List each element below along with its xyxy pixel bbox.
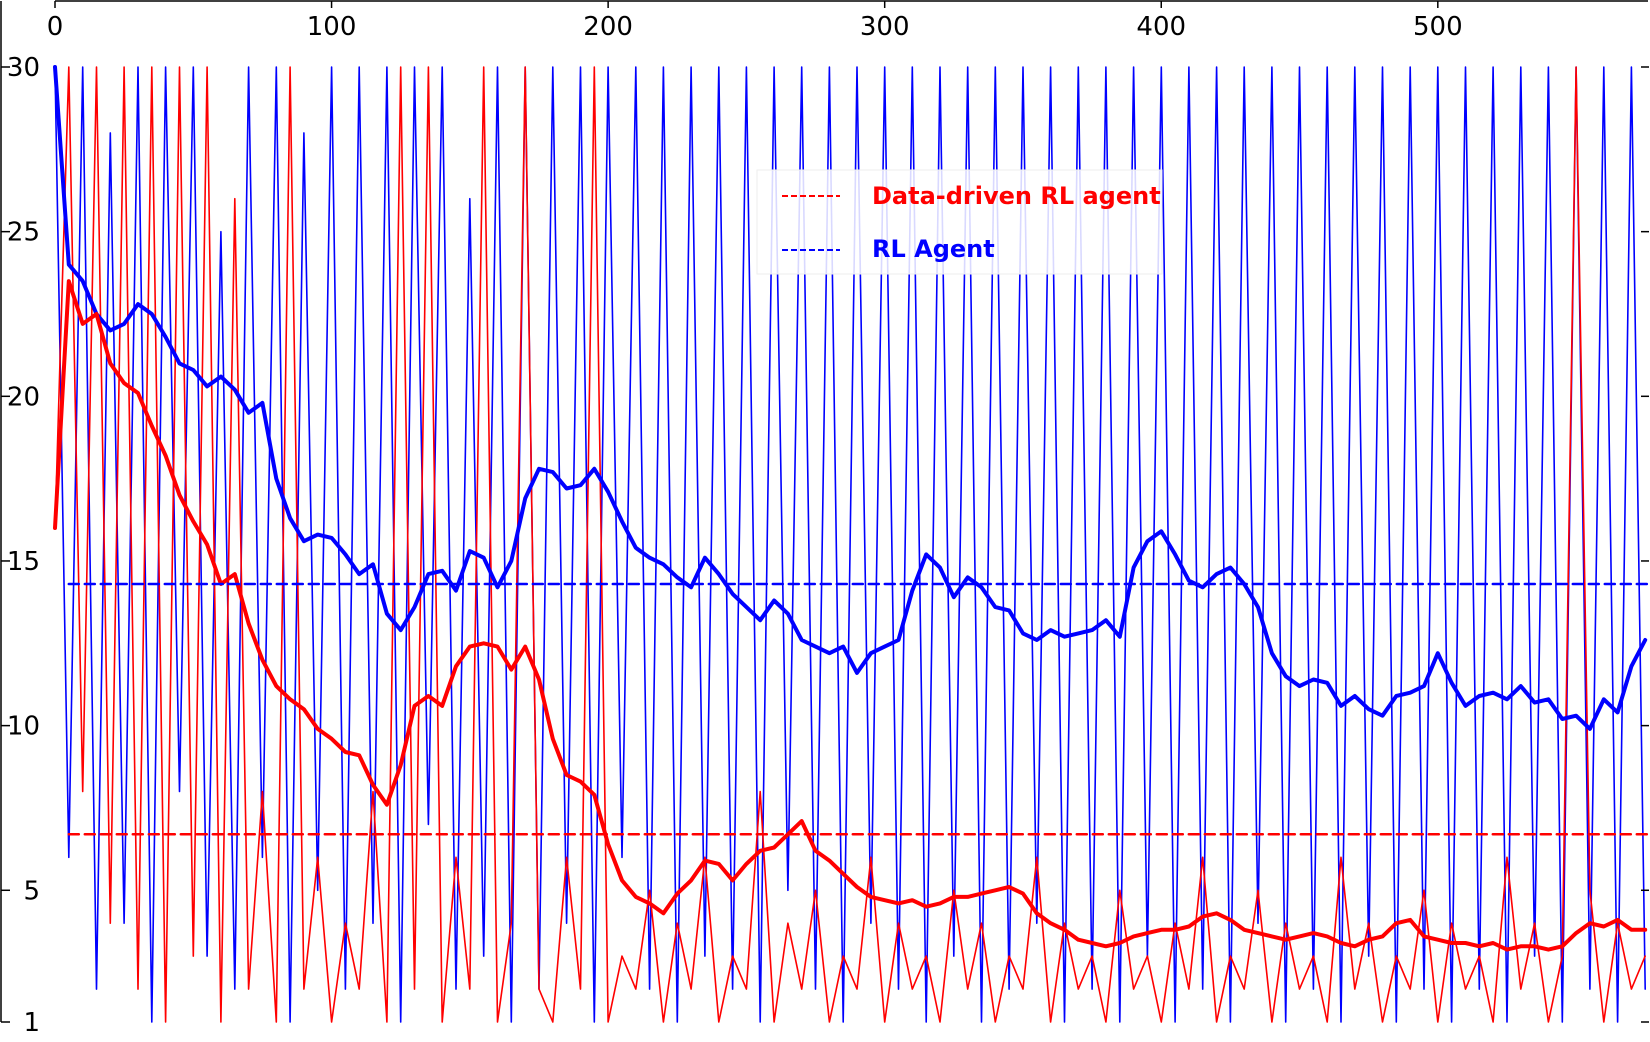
legend-box [756,169,1163,275]
legend-label-rl-agent: RL Agent [872,235,995,263]
y-tick-label: 10 [7,712,40,742]
y-tick-label: 25 [7,218,40,248]
series-line-data-driven-rl-agent-moving-average [53,279,1648,952]
x-tick-label: 0 [47,12,64,42]
x-tick-label: 500 [1413,12,1463,42]
x-tick-label: 400 [1136,12,1186,42]
x-tick-label: 100 [307,12,357,42]
x-tick-label: 300 [860,12,910,42]
y-tick-label: 1 [23,1008,40,1038]
y-tick-label: 15 [7,547,40,577]
series-line-rl-agent-moving-average [53,65,1648,731]
series-line-data-driven-rl-agent-raw [54,66,1646,1023]
x-tick-label: 200 [583,12,633,42]
legend-label-data-driven-rl-agent: Data-driven RL agent [872,182,1161,210]
legend: Data-driven RL agent RL Agent [756,169,1163,275]
series-layer [53,65,1650,1023]
y-tick-label: 30 [7,53,40,83]
y-tick-label: 5 [23,876,40,906]
series-line-rl-agent-raw [54,66,1646,1023]
y-tick-label: 20 [7,382,40,412]
